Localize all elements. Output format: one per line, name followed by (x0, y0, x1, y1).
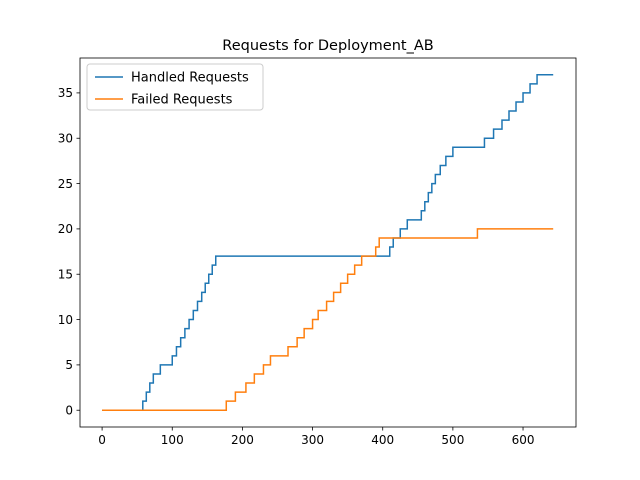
legend-box (86, 63, 264, 111)
y-tick-label: 0 (65, 403, 73, 417)
series-line-2 (102, 228, 554, 411)
legend-label-2: Failed Requests (131, 93, 233, 108)
y-tick-label: 30 (58, 131, 73, 145)
x-tick-label: 300 (301, 433, 324, 447)
chart-title: Requests for Deployment_AB (222, 38, 433, 54)
axes-frame (79, 57, 577, 428)
x-tick-label: 0 (98, 433, 106, 447)
x-tick-label: 100 (161, 433, 184, 447)
y-tick-label: 15 (58, 267, 73, 281)
x-tick-label: 200 (231, 433, 254, 447)
series-line-1 (102, 74, 554, 411)
y-tick-label: 5 (65, 358, 73, 372)
y-tick-label: 10 (58, 313, 73, 327)
x-tick-label: 500 (441, 433, 464, 447)
y-tick-label: 25 (58, 177, 73, 191)
x-tick-label: 600 (512, 433, 535, 447)
y-tick-label: 35 (58, 86, 73, 100)
x-tick-label: 400 (371, 433, 394, 447)
legend-label-1: Handled Requests (131, 71, 249, 86)
y-tick-label: 20 (58, 222, 73, 236)
